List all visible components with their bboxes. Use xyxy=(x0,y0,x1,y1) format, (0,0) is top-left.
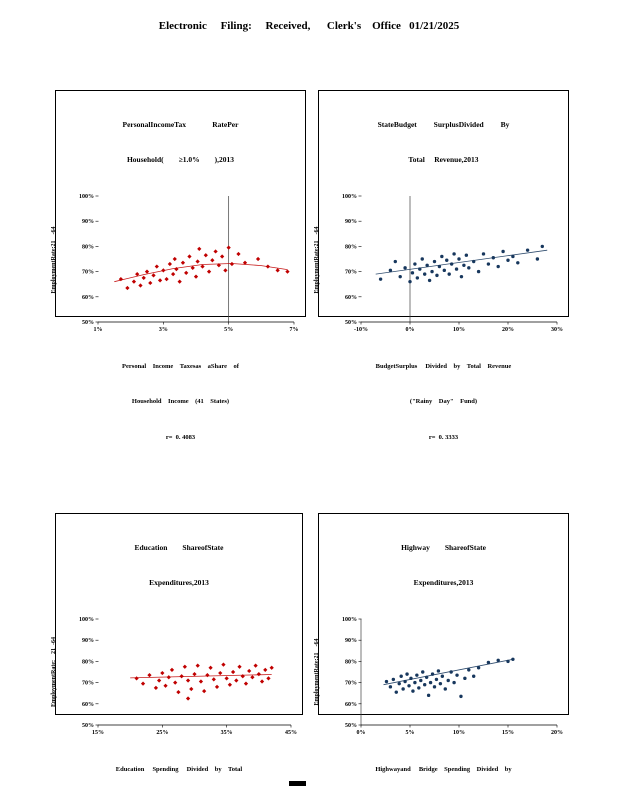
svg-text:-10%: -10% xyxy=(354,327,368,333)
svg-text:80%: 80% xyxy=(82,659,94,665)
r-value: r= 0. 3333 xyxy=(428,433,459,441)
chart-title-line2: Total Revenue,2013 xyxy=(408,155,479,165)
chart-caption: Education Spending Divided by Total Expe… xyxy=(58,741,300,800)
plot-svg: 100% 90% 80% 70% 60% 50%-10% 0% 10% 20% 30% xyxy=(342,194,563,333)
chart-caption: BudgetSurplus Divided by Total Revenue (… xyxy=(321,338,566,467)
svg-text:80%: 80% xyxy=(345,659,357,665)
y-axis-label: EmploymentRate:21 -64 xyxy=(314,226,320,294)
caption-line1: BudgetSurplus Divided by Total Revenue xyxy=(375,363,512,371)
svg-text:35%: 35% xyxy=(221,730,233,736)
svg-text:50%: 50% xyxy=(345,723,357,729)
chart-title-line1: Education ShareofState xyxy=(134,543,224,553)
filing-header: Electronic Filing: Received, Clerk's Off… xyxy=(158,20,460,32)
plot-row: EmploymentRate:21 -64 100% 90% 80% 70% 60% 50… xyxy=(314,614,566,740)
svg-text:90%: 90% xyxy=(345,638,357,644)
chart-title-line1: StateBudget SurplusDivided By xyxy=(377,120,510,130)
plot-svg: 100% 90% 80% 70% 60% 50%1% 3% 5% 7% xyxy=(79,194,299,333)
caption-line2: ("Rainy Day" Fund) xyxy=(409,398,478,406)
svg-text:70%: 70% xyxy=(82,681,94,687)
svg-text:60%: 60% xyxy=(345,702,357,708)
chart-title: Education ShareofState Expenditures,2013 xyxy=(58,519,300,612)
svg-text:50%: 50% xyxy=(82,723,94,729)
plot-row: EmploymentRate: 21 -64 100% 90% 80% 70% 60% 5… xyxy=(51,614,300,740)
chart-title: PersonalIncomeTax RatePer Household( ≥1.… xyxy=(58,96,303,189)
page-number-mark xyxy=(289,781,306,786)
svg-text:0%: 0% xyxy=(357,730,366,736)
svg-text:70%: 70% xyxy=(345,681,357,687)
svg-text:10%: 10% xyxy=(453,730,465,736)
caption-line2: Household Income (41 States) xyxy=(131,398,230,406)
scatter-plot: 100% 90% 80% 70% 60% 50% -10% 0% 10% 20% 30% xyxy=(334,191,566,337)
chart-caption: Personal Income Taxesas aShare of Househ… xyxy=(58,338,303,467)
svg-text:90%: 90% xyxy=(345,219,357,225)
svg-text:50%: 50% xyxy=(82,320,94,326)
svg-text:90%: 90% xyxy=(82,638,94,644)
scatter-plot: 100% 90% 80% 70% 60% 50% 0% 5% 10% 15% 20% xyxy=(334,614,566,740)
svg-text:10%: 10% xyxy=(453,327,465,333)
svg-text:100%: 100% xyxy=(79,617,94,623)
plot-svg: 100% 90% 80% 70% 60% 50%0% 5% 10% 15% 20% xyxy=(342,617,563,736)
chart-title-line1: Highway ShareofState xyxy=(401,543,486,553)
svg-text:1%: 1% xyxy=(94,327,103,333)
svg-text:80%: 80% xyxy=(82,244,94,250)
svg-text:30%: 30% xyxy=(551,327,563,333)
y-axis-label: EmploymentRate:21 -64 xyxy=(51,226,57,294)
svg-text:7%: 7% xyxy=(290,327,299,333)
chart-highway-share: Highway ShareofState Expenditures,2013 E… xyxy=(314,513,569,773)
svg-text:70%: 70% xyxy=(345,270,357,276)
scatter-plot: 100% 90% 80% 70% 60% 50% 15% 25% 35% 45% xyxy=(71,614,300,740)
y-axis-label: EmploymentRate:21 -64 xyxy=(314,638,320,706)
chart-title-line2: Expenditures,2013 xyxy=(413,578,474,588)
svg-text:0%: 0% xyxy=(406,327,415,333)
chart-budget-surplus: StateBudget SurplusDivided By Total Reve… xyxy=(314,90,569,441)
y-axis-label: EmploymentRate: 21 -64 xyxy=(51,637,57,707)
caption-line1: Highwayand Bridge Spending Divided by xyxy=(375,766,512,774)
chart-title: StateBudget SurplusDivided By Total Reve… xyxy=(321,96,566,189)
chart-title-line2: Expenditures,2013 xyxy=(149,578,209,588)
chart-education-share: Education ShareofState Expenditures,2013… xyxy=(51,513,303,773)
svg-text:60%: 60% xyxy=(82,702,94,708)
scatter-plot: 100% 90% 80% 70% 60% 50% 1% 3% 5% 7% xyxy=(71,191,303,337)
svg-text:60%: 60% xyxy=(345,295,357,301)
svg-text:45%: 45% xyxy=(285,730,297,736)
svg-text:50%: 50% xyxy=(345,320,357,326)
svg-text:100%: 100% xyxy=(342,617,357,623)
chart-title: Highway ShareofState Expenditures,2013 xyxy=(321,519,566,612)
svg-text:5%: 5% xyxy=(406,730,415,736)
svg-text:70%: 70% xyxy=(82,270,94,276)
svg-text:20%: 20% xyxy=(551,730,563,736)
caption-line1: Personal Income Taxesas aShare of xyxy=(122,363,239,371)
svg-text:100%: 100% xyxy=(342,194,357,200)
svg-text:80%: 80% xyxy=(345,244,357,250)
chart-caption: Highwayand Bridge Spending Divided by To… xyxy=(321,741,566,800)
chart-title-line2: Household( ≥1.0% ),2013 xyxy=(126,155,235,165)
caption-line1: Education Spending Divided by Total xyxy=(115,766,243,774)
svg-text:60%: 60% xyxy=(82,295,94,301)
svg-text:3%: 3% xyxy=(159,327,168,333)
svg-text:5%: 5% xyxy=(224,327,233,333)
plot-svg: 100% 90% 80% 70% 60% 50%15% 25% 35% 45% xyxy=(79,617,297,736)
svg-text:20%: 20% xyxy=(502,327,514,333)
svg-text:90%: 90% xyxy=(82,219,94,225)
svg-text:15%: 15% xyxy=(92,730,104,736)
svg-text:15%: 15% xyxy=(502,730,514,736)
r-value: r= 0. 4083 xyxy=(165,433,196,441)
plot-row: EmploymentRate:21 -64 100% 90% 80% 70% 60% 50… xyxy=(51,191,303,337)
svg-text:100%: 100% xyxy=(79,194,94,200)
chart-personal-income-tax: PersonalIncomeTax RatePer Household( ≥1.… xyxy=(51,90,306,441)
chart-title-line1: PersonalIncomeTax RatePer xyxy=(122,120,239,130)
svg-text:25%: 25% xyxy=(156,730,168,736)
plot-row: EmploymentRate:21 -64 100% 90% 80% 70% 60% 50… xyxy=(314,191,566,337)
